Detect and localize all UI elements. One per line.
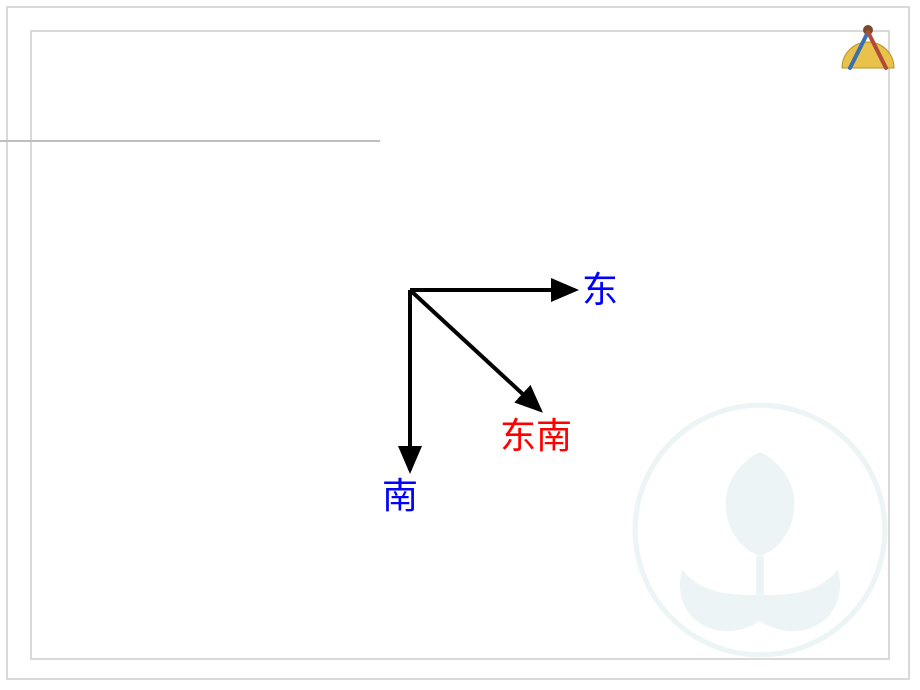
slide: 东 东南 南 [0, 0, 920, 690]
east-label: 东 [582, 272, 618, 308]
southeast-arrow [410, 290, 540, 410]
southeast-label: 东南 [500, 418, 572, 454]
direction-diagram [0, 0, 920, 690]
south-label: 南 [382, 478, 418, 514]
